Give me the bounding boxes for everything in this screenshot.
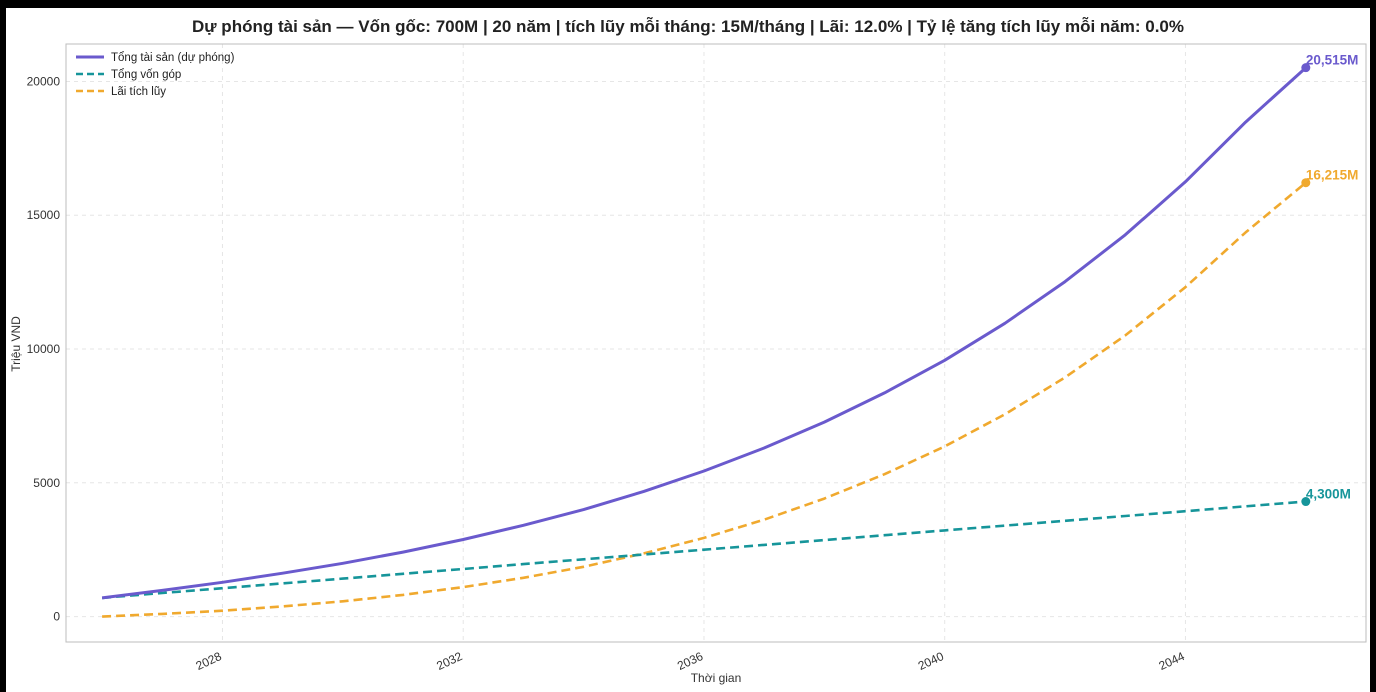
legend-label-2: Lãi tích lũy bbox=[111, 86, 166, 98]
legend: Tổng tài sản (dự phóng) Tổng vốn góp Lãi t… bbox=[76, 52, 235, 98]
x-axis-ticks: 2028 2032 2036 2040 2044 bbox=[194, 649, 1187, 673]
grid bbox=[66, 44, 1366, 642]
series-line-0 bbox=[101, 66, 1307, 600]
y-axis-label: Triệu VND bbox=[9, 316, 23, 372]
x-tick-label: 2036 bbox=[675, 649, 705, 673]
x-tick-label: 2028 bbox=[194, 649, 224, 673]
y-tick-label: 0 bbox=[53, 610, 60, 624]
y-tick-label: 20000 bbox=[27, 74, 61, 88]
series-end-label-0: 20,515M bbox=[1306, 53, 1359, 68]
y-tick-label: 10000 bbox=[27, 342, 61, 356]
series-end-label-1: 4,300M bbox=[1306, 487, 1351, 502]
series-line-1 bbox=[101, 500, 1306, 600]
series-endpoint-1 bbox=[1301, 497, 1311, 507]
plot-area bbox=[65, 43, 1367, 643]
series-endpoint-0 bbox=[1301, 63, 1311, 73]
series-endpoints: 20,515M 4,300M 16,215M bbox=[1301, 53, 1359, 507]
x-tick-label: 2032 bbox=[434, 649, 464, 673]
legend-label-1: Tổng vốn góp bbox=[111, 69, 181, 81]
series-line-2 bbox=[102, 181, 1307, 618]
x-tick-label: 2044 bbox=[1157, 649, 1187, 673]
series-lines bbox=[101, 66, 1307, 618]
y-axis-ticks: 0 5000 10000 15000 20000 bbox=[27, 74, 61, 623]
line-chart: Dự phóng tài sản — Vốn gốc: 700M | 20 nă… bbox=[9, 17, 1367, 685]
y-tick-label: 5000 bbox=[33, 476, 60, 490]
x-tick-label: 2040 bbox=[916, 649, 946, 673]
series-end-label-2: 16,215M bbox=[1306, 168, 1359, 183]
chart-frame: Dự phóng tài sản — Vốn gốc: 700M | 20 nă… bbox=[6, 8, 1370, 692]
series-endpoint-2 bbox=[1301, 178, 1311, 188]
y-tick-label: 15000 bbox=[27, 208, 61, 222]
x-axis-label: Thời gian bbox=[691, 671, 742, 685]
chart-title: Dự phóng tài sản — Vốn gốc: 700M | 20 nă… bbox=[192, 17, 1184, 36]
legend-label-0: Tổng tài sản (dự phóng) bbox=[111, 52, 235, 64]
